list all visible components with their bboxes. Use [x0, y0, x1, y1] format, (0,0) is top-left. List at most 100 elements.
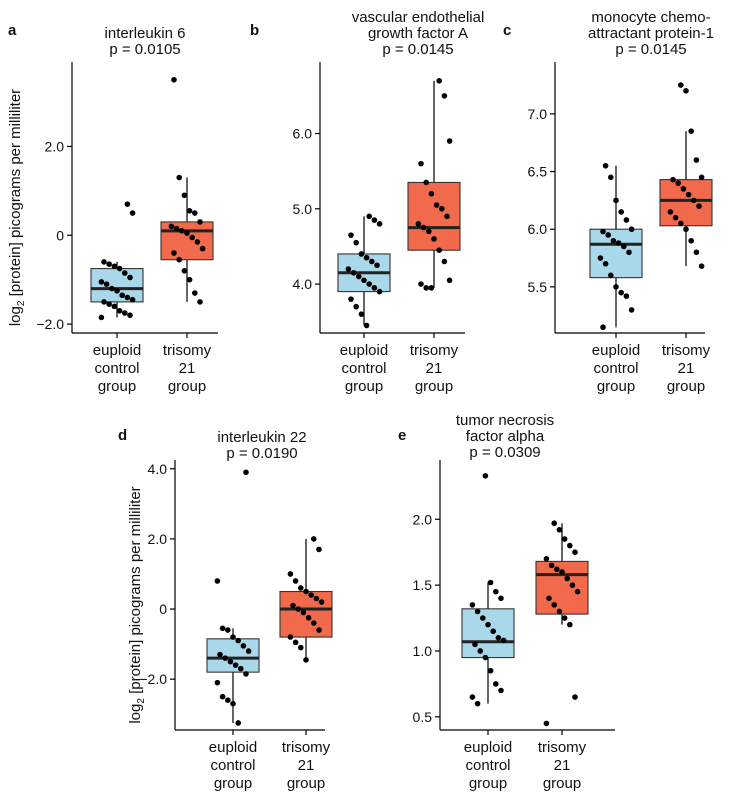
data-point	[353, 303, 360, 310]
y-tick-label: 0	[56, 227, 64, 243]
box-trisomy	[407, 80, 461, 288]
data-point	[493, 681, 499, 687]
data-point	[556, 527, 563, 533]
data-point	[556, 608, 563, 615]
x-category-label: trisomy	[538, 739, 587, 756]
data-point	[559, 569, 565, 575]
data-point	[374, 262, 380, 269]
data-point	[287, 571, 294, 577]
panel-title: attractant protein-1	[588, 25, 714, 42]
x-category-label: trisomy	[163, 342, 212, 359]
data-point	[605, 232, 611, 238]
data-point	[129, 210, 136, 216]
x-category-label: trisomy	[662, 342, 711, 359]
data-point	[186, 208, 193, 214]
data-point	[345, 266, 352, 272]
x-category-label: 21	[678, 360, 695, 377]
data-point	[482, 654, 489, 661]
data-point	[358, 251, 365, 257]
box-trisomy	[279, 538, 333, 660]
data-point	[217, 651, 223, 658]
data-point	[308, 592, 315, 598]
data-point	[441, 93, 448, 99]
data-point	[441, 258, 448, 265]
data-point	[240, 643, 247, 649]
data-point	[426, 228, 432, 235]
data-point	[551, 520, 557, 527]
iqr-box	[90, 268, 144, 303]
iqr-box	[461, 608, 515, 659]
data-point	[311, 536, 317, 542]
data-point	[613, 284, 619, 290]
y-tick-label: 1.0	[413, 643, 433, 659]
y-axis-label: log2 [protein] picograms per milliliter	[127, 486, 147, 723]
x-category-label: group	[469, 775, 507, 792]
data-point	[567, 542, 573, 549]
data-point	[621, 243, 627, 250]
iqr-box	[589, 228, 643, 279]
data-point	[111, 263, 118, 270]
data-point	[693, 249, 700, 256]
data-point	[122, 310, 128, 316]
data-point	[628, 307, 635, 313]
data-point	[197, 219, 203, 225]
data-point	[358, 311, 365, 317]
data-point	[613, 197, 619, 204]
data-point	[363, 322, 370, 329]
data-point	[298, 585, 304, 591]
data-point	[129, 296, 136, 303]
data-point	[485, 621, 491, 628]
data-point	[628, 226, 635, 233]
iqr-box	[659, 179, 713, 227]
data-point	[431, 236, 437, 242]
data-point	[490, 628, 497, 635]
panel-title: interleukin 6	[105, 25, 186, 42]
data-point	[608, 272, 614, 279]
data-point	[561, 536, 568, 542]
y-tick-label: 4.0	[293, 276, 313, 292]
data-point	[469, 694, 476, 700]
data-point	[420, 224, 427, 231]
x-category-label: control	[341, 360, 386, 377]
data-point	[482, 473, 489, 479]
panel-title: growth factor A	[368, 25, 468, 42]
data-point	[415, 221, 422, 227]
data-point	[116, 307, 123, 314]
data-point	[186, 276, 193, 283]
x-category-label: group	[345, 378, 383, 395]
data-point	[366, 213, 373, 220]
y-tick-label: 6.0	[293, 126, 313, 142]
data-point	[199, 245, 206, 252]
data-point	[672, 214, 679, 221]
data-point	[698, 263, 705, 269]
iqr-box	[206, 638, 260, 673]
data-point	[179, 228, 185, 234]
data-point	[551, 602, 557, 608]
box-euploid	[461, 582, 515, 704]
data-point	[696, 203, 702, 209]
p-value-label: p = 0.0309	[469, 444, 540, 461]
x-category-label: 21	[426, 360, 443, 377]
data-point	[116, 265, 123, 272]
data-point	[423, 285, 430, 291]
data-point	[106, 301, 112, 307]
data-point	[232, 662, 239, 668]
data-point	[316, 546, 322, 553]
data-point	[176, 174, 182, 181]
data-point	[114, 287, 120, 294]
data-point	[348, 296, 354, 302]
x-category-label: 21	[554, 757, 571, 774]
data-point	[615, 240, 622, 246]
data-point	[418, 160, 424, 167]
panel-letter: c	[503, 22, 511, 39]
data-point	[245, 648, 252, 654]
data-point	[548, 562, 555, 569]
p-value-label: p = 0.0105	[109, 41, 180, 58]
panel-title: vascular endothelial	[352, 9, 485, 26]
x-category-label: euploid	[340, 342, 388, 359]
box-euploid	[589, 165, 643, 328]
data-point	[119, 292, 125, 299]
data-point	[572, 549, 578, 555]
